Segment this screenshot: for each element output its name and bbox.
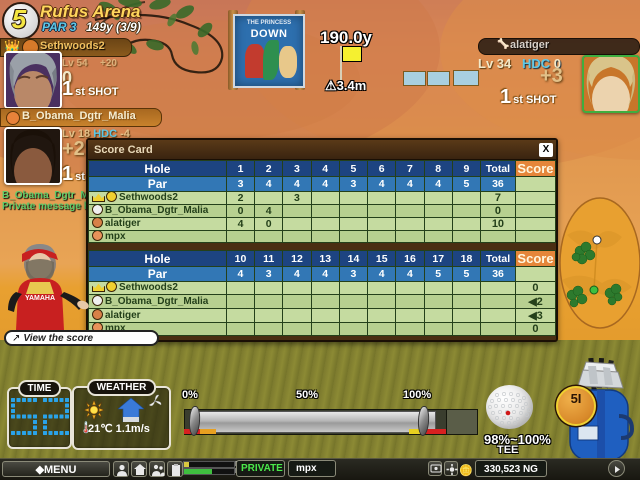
svg-text:YAMAHA: YAMAHA <box>25 295 55 302</box>
